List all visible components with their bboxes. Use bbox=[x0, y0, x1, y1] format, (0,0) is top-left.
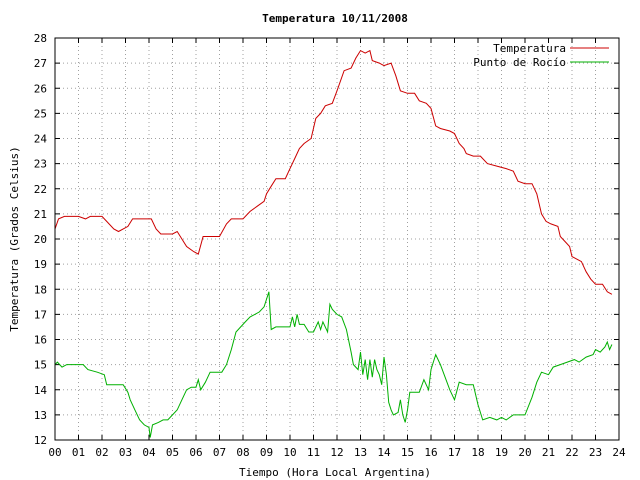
x-tick-label: 23 bbox=[589, 446, 602, 459]
y-tick-label: 26 bbox=[34, 82, 47, 95]
x-tick-label: 22 bbox=[565, 446, 578, 459]
series-lines bbox=[54, 49, 613, 438]
x-tick-label: 11 bbox=[307, 446, 320, 459]
x-tick-label: 05 bbox=[166, 446, 179, 459]
legend-label-temperatura: Temperatura bbox=[493, 42, 566, 55]
chart-title: Temperatura 10/11/2008 bbox=[262, 12, 408, 25]
x-tick-label: 03 bbox=[119, 446, 132, 459]
x-tick-label: 15 bbox=[401, 446, 414, 459]
y-tick-labels: 12 13 14 15 16 17 18 19 20 21 22 23 24 25 26 27 28 bbox=[34, 32, 48, 447]
legend: Temperatura Punto de Rocío bbox=[473, 42, 609, 69]
x-tick-label: 14 bbox=[377, 446, 391, 459]
x-tick-label: 17 bbox=[448, 446, 461, 459]
x-tick-label: 06 bbox=[189, 446, 202, 459]
series-line-0 bbox=[54, 49, 613, 295]
y-tick-label: 15 bbox=[34, 359, 47, 372]
y-tick-label: 17 bbox=[34, 308, 47, 321]
y-tick-label: 13 bbox=[34, 409, 47, 422]
y-tick-label: 25 bbox=[34, 107, 47, 120]
x-tick-label: 18 bbox=[471, 446, 484, 459]
x-tick-label: 24 bbox=[612, 446, 626, 459]
y-tick-label: 27 bbox=[34, 57, 47, 70]
y-tick-label: 28 bbox=[34, 32, 47, 45]
x-tick-label: 21 bbox=[542, 446, 555, 459]
x-tick-label: 19 bbox=[495, 446, 508, 459]
y-tick-label: 19 bbox=[34, 258, 47, 271]
y-tick-label: 21 bbox=[34, 208, 47, 221]
x-axis-label: Tiempo (Hora Local Argentina) bbox=[239, 466, 431, 479]
y-tick-label: 18 bbox=[34, 283, 47, 296]
y-tick-label: 23 bbox=[34, 158, 47, 171]
x-tick-label: 01 bbox=[72, 446, 85, 459]
x-tick-label: 04 bbox=[142, 446, 156, 459]
y-tick-label: 22 bbox=[34, 183, 47, 196]
x-tick-labels: 00 01 02 03 04 05 06 07 08 09 10 11 12 13 14 15 16 17 18 19… bbox=[48, 446, 626, 459]
y-tick-label: 24 bbox=[34, 133, 48, 146]
legend-label-punto-de-rocio: Punto de Rocío bbox=[473, 56, 566, 69]
x-tick-label: 13 bbox=[354, 446, 367, 459]
x-tick-label: 16 bbox=[424, 446, 437, 459]
grid-lines bbox=[55, 38, 619, 440]
x-tick-label: 20 bbox=[518, 446, 531, 459]
plot-frame bbox=[54, 37, 620, 441]
x-tick-label: 12 bbox=[330, 446, 343, 459]
series-line-1 bbox=[54, 291, 613, 438]
y-tick-label: 14 bbox=[34, 384, 48, 397]
y-axis-label: Temperatura (Grados Celsius) bbox=[8, 146, 21, 331]
y-tick-label: 16 bbox=[34, 334, 47, 347]
y-tick-label: 20 bbox=[34, 233, 47, 246]
x-tick-label: 02 bbox=[95, 446, 108, 459]
x-tick-label: 00 bbox=[48, 446, 61, 459]
x-tick-label: 09 bbox=[260, 446, 273, 459]
x-tick-label: 07 bbox=[213, 446, 226, 459]
x-tick-label: 08 bbox=[236, 446, 249, 459]
y-tick-label: 12 bbox=[34, 434, 47, 447]
x-tick-label: 10 bbox=[283, 446, 296, 459]
axis-ticks bbox=[54, 37, 620, 441]
